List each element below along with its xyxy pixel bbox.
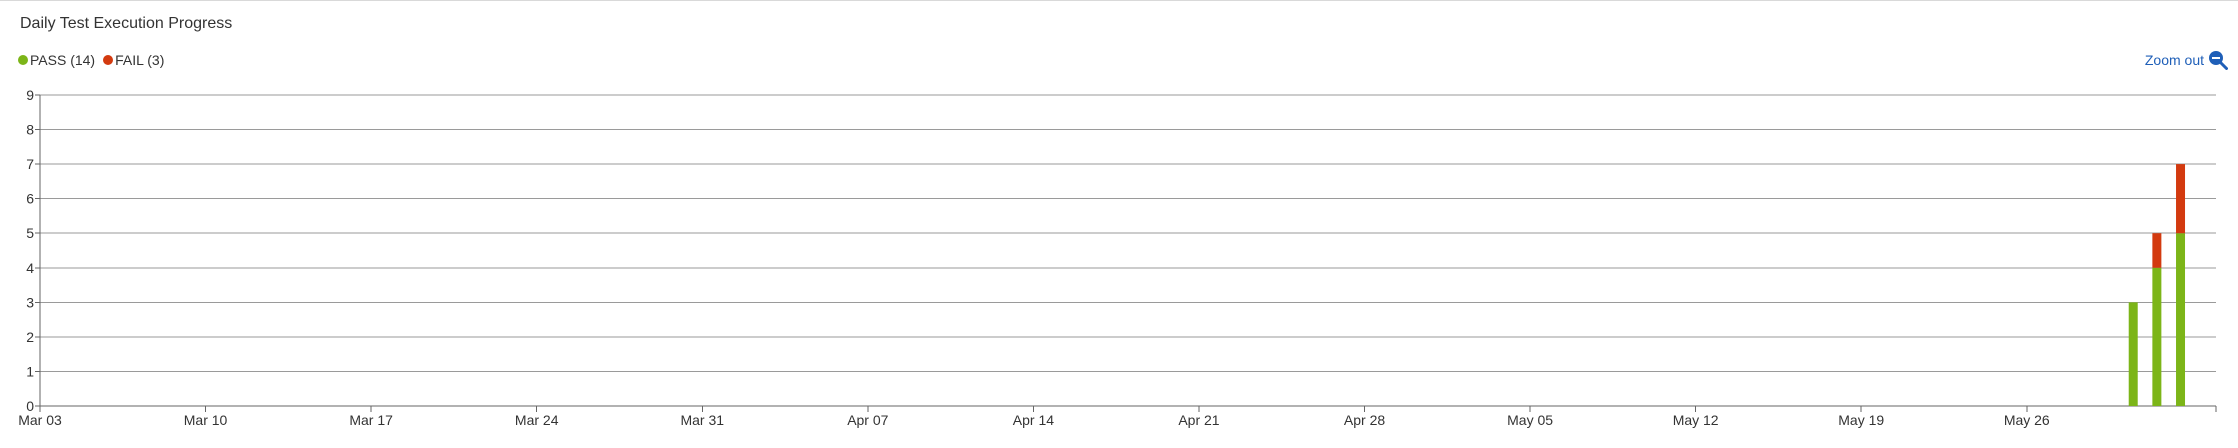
zoom-out-label: Zoom out [2144,52,2204,68]
y-tick-label: 7 [26,156,34,172]
bar-pass [2152,267,2162,406]
zoom-out-button[interactable]: Zoom out [2145,50,2228,70]
axes: 0 1 2 3 4 5 6 7 8 9 Mar 03 Mar 10 Mar 17 Mar 24 Mar 31… [18,87,2217,428]
x-tick-label: May 12 [1673,412,1719,428]
bars [2128,164,2186,406]
x-tick-label: Apr 07 [847,412,888,428]
x-tick-label: Apr 28 [1344,412,1385,428]
y-tick-label: 9 [26,87,34,103]
bar-pass [2128,302,2138,406]
x-tick-label: Apr 14 [1013,412,1054,428]
x-tick-label: Mar 03 [18,412,62,428]
x-tick-label: May 19 [1838,412,1884,428]
grid-lines [40,94,2216,407]
x-tick-label: Mar 31 [680,412,724,428]
legend: PASS (14) FAIL (3) [18,52,172,68]
y-tick-label: 6 [26,191,34,207]
y-tick-label: 1 [26,363,34,379]
legend-label-fail: FAIL (3) [115,52,165,68]
bar-pass [2176,233,2186,406]
legend-item-pass[interactable]: PASS (14) [18,52,95,68]
x-tick-label: Mar 17 [349,412,393,428]
x-tick-label: Apr 21 [1178,412,1219,428]
y-tick-label: 2 [26,329,34,345]
bar-fail [2152,233,2162,268]
legend-label-pass: PASS (14) [30,52,96,68]
y-tick-label: 8 [26,122,34,138]
x-tick-label: May 26 [2004,412,2050,428]
x-tick-label: May 05 [1507,412,1553,428]
legend-dot-fail [103,55,114,65]
legend-dot-pass [18,55,28,65]
chart-title: Daily Test Execution Progress [20,15,233,32]
y-tick-label: 3 [26,294,34,310]
y-tick-label: 5 [26,225,34,241]
y-tick-label: 4 [26,260,34,276]
zoom-out-icon [2208,50,2228,70]
x-tick-label: Mar 24 [515,412,559,428]
x-tick-label: Mar 10 [184,412,228,428]
y-tick-label: 0 [26,398,34,414]
bar-fail [2176,164,2186,234]
legend-item-fail[interactable]: FAIL (3) [103,52,164,68]
top-border [0,0,2238,1]
